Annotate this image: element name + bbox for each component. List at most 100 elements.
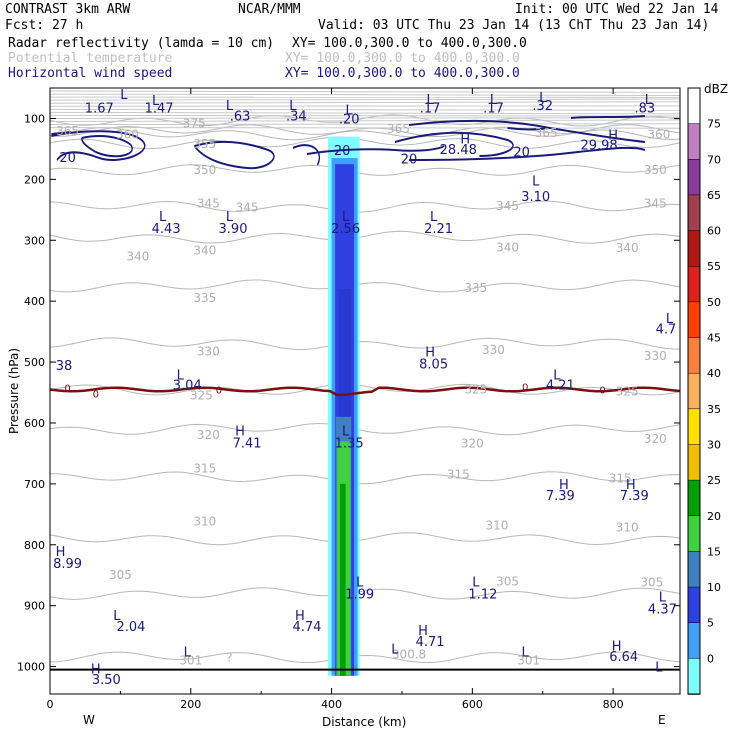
extremum-marker: H (608, 128, 618, 143)
theta-label: 350 (193, 163, 216, 177)
theta-label: 355 (193, 137, 216, 151)
wind-label: 8.99 (53, 557, 82, 572)
theta-label: 330 (482, 343, 505, 357)
y-tick-label: 700 (24, 478, 45, 491)
colorbar-swatch (687, 622, 701, 660)
extremum-marker: L (226, 99, 234, 114)
header-xy2: XY= 100.0,300.0 to 400.0,300.0 (285, 51, 520, 66)
extremum-marker: H (295, 609, 305, 624)
theta-label: 315 (193, 462, 216, 476)
wind-contour (507, 127, 550, 131)
wind-label: 7.39 (546, 489, 575, 504)
direction-west: W (83, 713, 95, 727)
colorbar-label: 65 (707, 189, 721, 202)
theta-contour (49, 114, 681, 117)
colorbar-label: 70 (707, 153, 721, 166)
theta-label: 365 (387, 122, 410, 136)
colorbar-swatch (687, 194, 701, 232)
extremum-marker: L (539, 91, 547, 106)
theta-label: 310 (616, 521, 639, 535)
theta-label: 325 (190, 389, 213, 403)
wind-label: 3.10 (521, 190, 550, 205)
y-tick-label: 1000 (17, 661, 45, 674)
x-axis-label: Distance (km) (322, 715, 406, 729)
theta-label: 340 (496, 241, 519, 255)
wind-label: 1.67 (85, 101, 114, 116)
theta-contour (49, 111, 681, 115)
header-xy1: XY= 100.0,300.0 to 400.0,300.0 (292, 36, 527, 51)
zero-contour-line (49, 386, 681, 397)
colorbar-swatch (687, 301, 701, 339)
wind-contour (193, 140, 275, 170)
wind-label: 4.74 (292, 620, 321, 635)
zero-label: 0 (522, 382, 528, 393)
theta-contour (49, 136, 681, 150)
y-tick-label: 200 (24, 173, 45, 186)
theta-label: 325 (464, 382, 487, 396)
theta-contour (49, 127, 681, 141)
extremum-marker: L (152, 94, 160, 109)
header-model: CONTRAST 3km ARW (5, 2, 130, 17)
wind-label: 4.71 (416, 635, 445, 650)
colorbar-frame (687, 87, 701, 695)
plot-frame (49, 87, 681, 695)
extremum-marker: L (342, 424, 350, 439)
theta-label: 325 (616, 384, 639, 398)
extremum-marker: L (532, 175, 540, 190)
y-tick-label: 600 (24, 417, 45, 430)
extremum-marker: L (289, 99, 297, 114)
x-tick-label: 600 (462, 698, 483, 711)
colorbar-swatch (687, 551, 701, 588)
extremum-marker: L (342, 210, 350, 225)
colorbar-label: 50 (707, 296, 721, 309)
theta-label: 315 (447, 468, 470, 482)
theta-contour (49, 98, 681, 101)
reflectivity-band (340, 483, 346, 676)
extremum-marker: L (226, 210, 234, 225)
wind-label: 4.43 (152, 222, 181, 237)
header-init: Init: 00 UTC Wed 22 Jan 14 (515, 2, 719, 17)
zero-contour (49, 386, 681, 671)
colorbar-swatch (687, 230, 701, 267)
wind-label: 28.48 (440, 143, 477, 158)
zero-label: 0 (64, 384, 70, 395)
theta-contour (49, 230, 681, 244)
zero-label: 0 (93, 390, 99, 401)
wind-label: 20 (401, 153, 418, 168)
theta-label: 375 (183, 116, 206, 130)
wind-label: 3.90 (219, 222, 248, 237)
extremum-marker: L (645, 93, 653, 108)
header-valid: Valid: 03 UTC Thu 23 Jan 14 (13 ChT Thu … (318, 18, 709, 33)
wind-label: 20 (334, 144, 351, 159)
wind-label: .63 (230, 109, 251, 124)
theta-label: 320 (644, 432, 667, 446)
theta-label: 320 (461, 437, 484, 451)
wind-label: 7.39 (620, 489, 649, 504)
wind-contour (292, 144, 320, 166)
theta-label: 305 (109, 568, 132, 582)
x-tick-label: 400 (321, 698, 342, 711)
colorbar-swatch (687, 515, 701, 553)
wind-label: 7.41 (233, 436, 262, 451)
wind-label: 6.64 (609, 650, 638, 665)
wind-label: 1.12 (468, 588, 497, 603)
theta-label: 305 (640, 576, 663, 590)
wind-label: 2.56 (331, 222, 360, 237)
colorbar-swatch (687, 337, 701, 374)
colorbar-label: 45 (707, 332, 721, 345)
colorbar-swatch (687, 123, 701, 161)
theta-contour (49, 119, 681, 122)
extremum-marker: L (655, 661, 663, 676)
extremum-marker: H (626, 478, 636, 493)
colorbar-label: 0 (707, 652, 714, 665)
theta-contour (49, 164, 681, 176)
y-tick-label: 400 (24, 295, 45, 308)
colorbar-label: 60 (707, 225, 721, 238)
direction-east: E (658, 713, 666, 727)
theta-label: 330 (197, 345, 220, 359)
theta-contour (49, 200, 681, 213)
wind-label: .17 (483, 101, 504, 116)
